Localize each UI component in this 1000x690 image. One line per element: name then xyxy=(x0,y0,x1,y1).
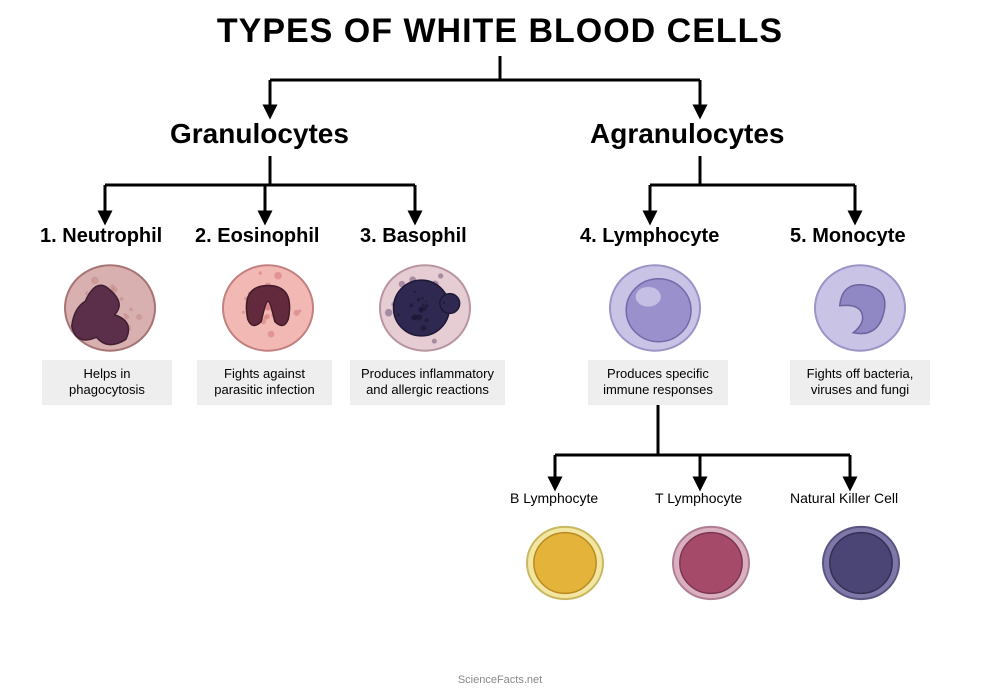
cell-name: Lymphocyte xyxy=(602,225,719,247)
cell-desc-eosinophil: Fights against parasitic infection xyxy=(197,360,332,405)
cell-illustration-b-lymphocyte xyxy=(522,520,608,606)
cell-illustration-monocyte xyxy=(810,258,910,358)
cell-illustration-natural-killer-cell xyxy=(818,520,904,606)
cell-name: Monocyte xyxy=(812,225,905,247)
subtype-label-natural-killer-cell: Natural Killer Cell xyxy=(790,490,898,506)
cell-desc-neutrophil: Helps in phagocytosis xyxy=(42,360,172,405)
subtype-label-b-lymphocyte: B Lymphocyte xyxy=(510,490,598,506)
cell-number: 3. xyxy=(360,225,382,247)
cell-illustration-t-lymphocyte xyxy=(668,520,754,606)
cell-desc-lymphocyte: Produces specific immune responses xyxy=(588,360,728,405)
cell-label-lymphocyte: 4. Lymphocyte xyxy=(580,225,719,248)
cell-illustration-lymphocyte xyxy=(605,258,705,358)
cell-number: 5. xyxy=(790,225,812,247)
subtype-label-t-lymphocyte: T Lymphocyte xyxy=(655,490,742,506)
cell-number: 2. xyxy=(195,225,217,247)
cell-illustration-basophil xyxy=(375,258,475,358)
cell-name: Basophil xyxy=(382,225,466,247)
attribution-text: ScienceFacts.net xyxy=(0,674,1000,686)
cell-illustration-eosinophil xyxy=(218,258,318,358)
cell-name: Eosinophil xyxy=(217,225,319,247)
cell-label-eosinophil: 2. Eosinophil xyxy=(195,225,319,248)
cell-name: Neutrophil xyxy=(62,225,162,247)
category-agranulocytes: Agranulocytes xyxy=(590,118,785,150)
cell-label-monocyte: 5. Monocyte xyxy=(790,225,906,248)
cell-illustration-neutrophil xyxy=(60,258,160,358)
cell-number: 4. xyxy=(580,225,602,247)
cell-desc-basophil: Produces inflammatory and allergic react… xyxy=(350,360,505,405)
cell-label-neutrophil: 1. Neutrophil xyxy=(40,225,162,248)
main-title: TYPES OF WHITE BLOOD CELLS xyxy=(0,12,1000,51)
category-granulocytes: Granulocytes xyxy=(170,118,349,150)
cell-label-basophil: 3. Basophil xyxy=(360,225,467,248)
cell-desc-monocyte: Fights off bacteria, viruses and fungi xyxy=(790,360,930,405)
cell-number: 1. xyxy=(40,225,62,247)
